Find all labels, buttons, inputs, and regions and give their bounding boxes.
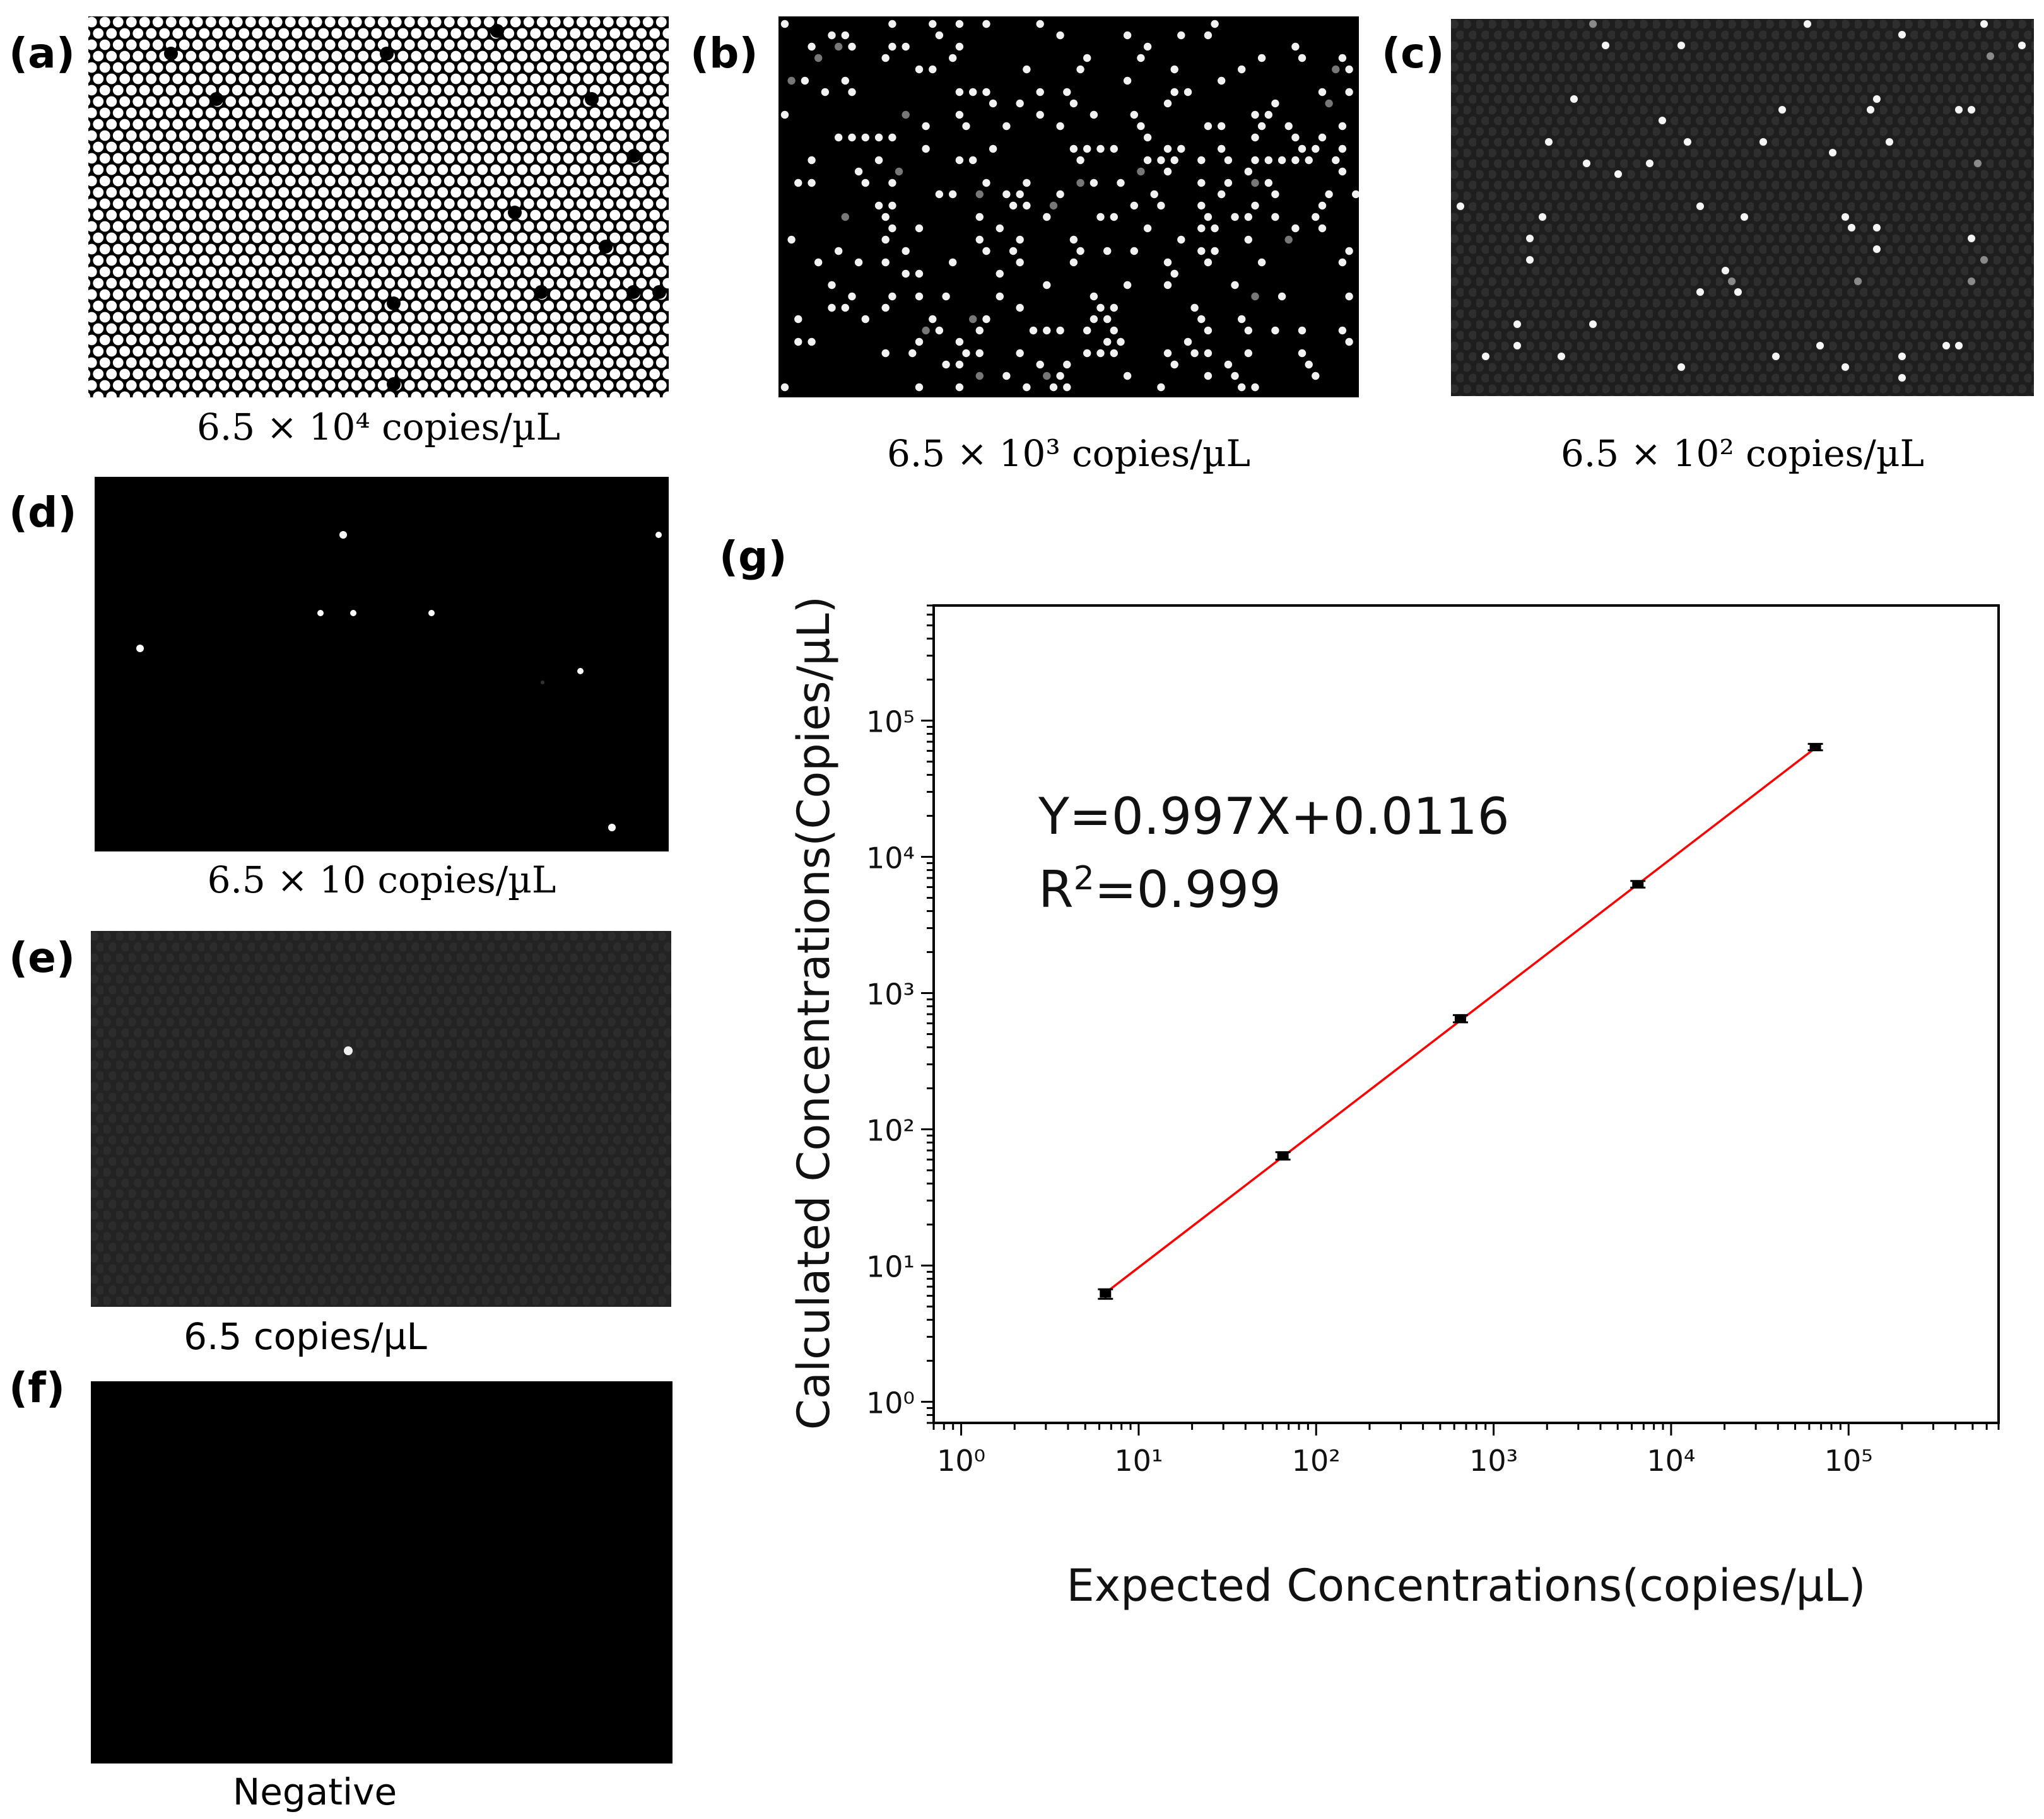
panel-a-letter: (a) [9, 29, 75, 78]
x-tick-label: 10⁵ [1824, 1444, 1873, 1478]
point-marker [1277, 1152, 1289, 1160]
equation-label: Y=0.997X+0.0116 [1038, 787, 1510, 846]
micrograph-b [778, 16, 1359, 397]
panel-d-letter: (d) [9, 488, 77, 537]
panel-g-letter: (g) [719, 532, 787, 581]
x-axis-label: Expected Concentrations(copies/µL) [1067, 1560, 1866, 1611]
point-marker [1454, 1014, 1466, 1022]
caption-e: 6.5 copies/µL [184, 1315, 427, 1358]
data-point [1630, 880, 1646, 889]
x-tick-label: 10⁰ [937, 1444, 985, 1478]
y-tick-label: 10⁰ [866, 1386, 915, 1420]
y-axis-label: Calculated Concentrations(Copies/µL) [788, 596, 840, 1430]
r-squared-label: R2=0.999 [1038, 860, 1281, 919]
y-tick-label: 10² [866, 1114, 915, 1148]
x-tick-label: 10² [1292, 1444, 1341, 1478]
x-tick-label: 10¹ [1114, 1444, 1163, 1478]
y-tick-label: 10³ [866, 978, 915, 1012]
panel-b-letter: (b) [690, 29, 758, 78]
data-point [1452, 1014, 1468, 1024]
caption-c: 6.5 × 10² copies/µL [1560, 432, 1925, 475]
micrograph-e [91, 931, 671, 1307]
caption-b: 6.5 × 10³ copies/µL [886, 432, 1251, 475]
point-marker [1809, 743, 1821, 751]
x-tick-label: 10³ [1469, 1444, 1518, 1478]
y-tick-label: 10⁴ [866, 841, 915, 875]
panel-c-letter: (c) [1382, 29, 1445, 78]
micrograph-a [88, 16, 669, 397]
caption-a: 6.5 × 10⁴ copies/µL [196, 406, 561, 448]
panel-e-letter: (e) [9, 933, 76, 982]
caption-d: 6.5 × 10 copies/µL [207, 858, 556, 901]
caption-f: Negative [232, 1770, 397, 1813]
r2-value: =0.999 [1095, 860, 1281, 919]
micrograph-d [95, 477, 669, 851]
data-point [1807, 742, 1823, 752]
y-tick-label: 10⁵ [866, 705, 915, 739]
micrograph-c [1451, 19, 2034, 396]
data-point [1098, 1288, 1113, 1300]
point-marker [1100, 1290, 1112, 1298]
r2-prefix: R [1038, 860, 1074, 919]
point-marker [1632, 880, 1644, 888]
panel-f-letter: (f) [9, 1364, 66, 1412]
y-tick-label: 10¹ [866, 1250, 915, 1284]
x-tick-label: 10⁴ [1647, 1444, 1695, 1478]
micrograph-f [91, 1381, 673, 1763]
data-point [1275, 1151, 1291, 1161]
calibration-chart: 10⁰ 10¹ 10² 10³ 10⁴ 10⁵ 10⁰ 10¹ 10² 10³ 10⁴ 10⁵ Y=… [788, 596, 2000, 1611]
r2-superscript: 2 [1074, 860, 1095, 898]
